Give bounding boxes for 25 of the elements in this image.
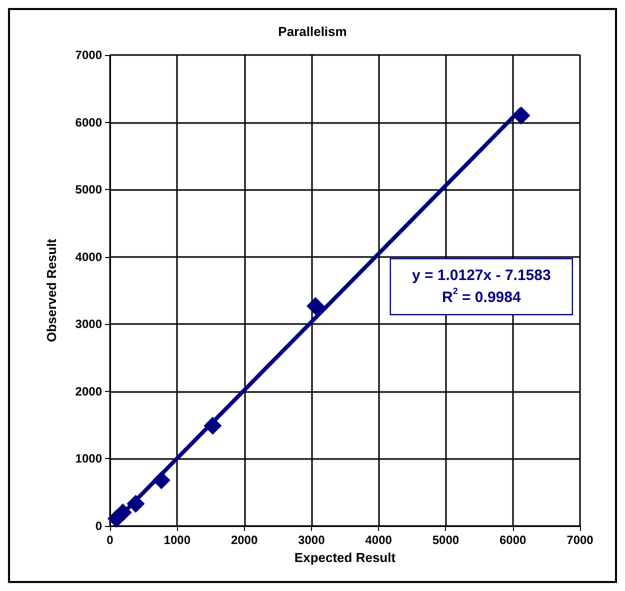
x-tick-label: 3000 [298, 533, 326, 547]
x-tick-label: 2000 [230, 533, 258, 547]
y-tick-label: 4000 [75, 250, 102, 264]
y-tick-label: 2000 [75, 384, 102, 398]
x-tick-label: 5000 [432, 533, 460, 547]
y-axis-title: Observed Result [44, 238, 59, 342]
x-tick-label: 6000 [500, 533, 527, 547]
x-tick-label: 4000 [365, 533, 392, 547]
y-tick-label: 1000 [75, 452, 102, 466]
x-tick-label: 1000 [164, 533, 191, 547]
point [152, 471, 170, 490]
y-tick-label: 0 [95, 519, 102, 533]
x-tick-label: 0 [106, 533, 114, 547]
y-tick-label: 6000 [75, 115, 102, 130]
point [204, 416, 222, 435]
chart-title: Parallelism [278, 24, 347, 39]
annotation: y = 1.0127x - 7.1583 [412, 267, 551, 284]
point [306, 296, 324, 315]
point [126, 494, 145, 513]
x-axis-title: Expected Result [294, 550, 396, 565]
y-tick-label: 7000 [75, 48, 102, 62]
x-tick-label: 7000 [566, 533, 594, 547]
y-tick-label: 5000 [75, 182, 102, 197]
point [114, 504, 132, 522]
y-tick-label: 3000 [75, 317, 102, 332]
